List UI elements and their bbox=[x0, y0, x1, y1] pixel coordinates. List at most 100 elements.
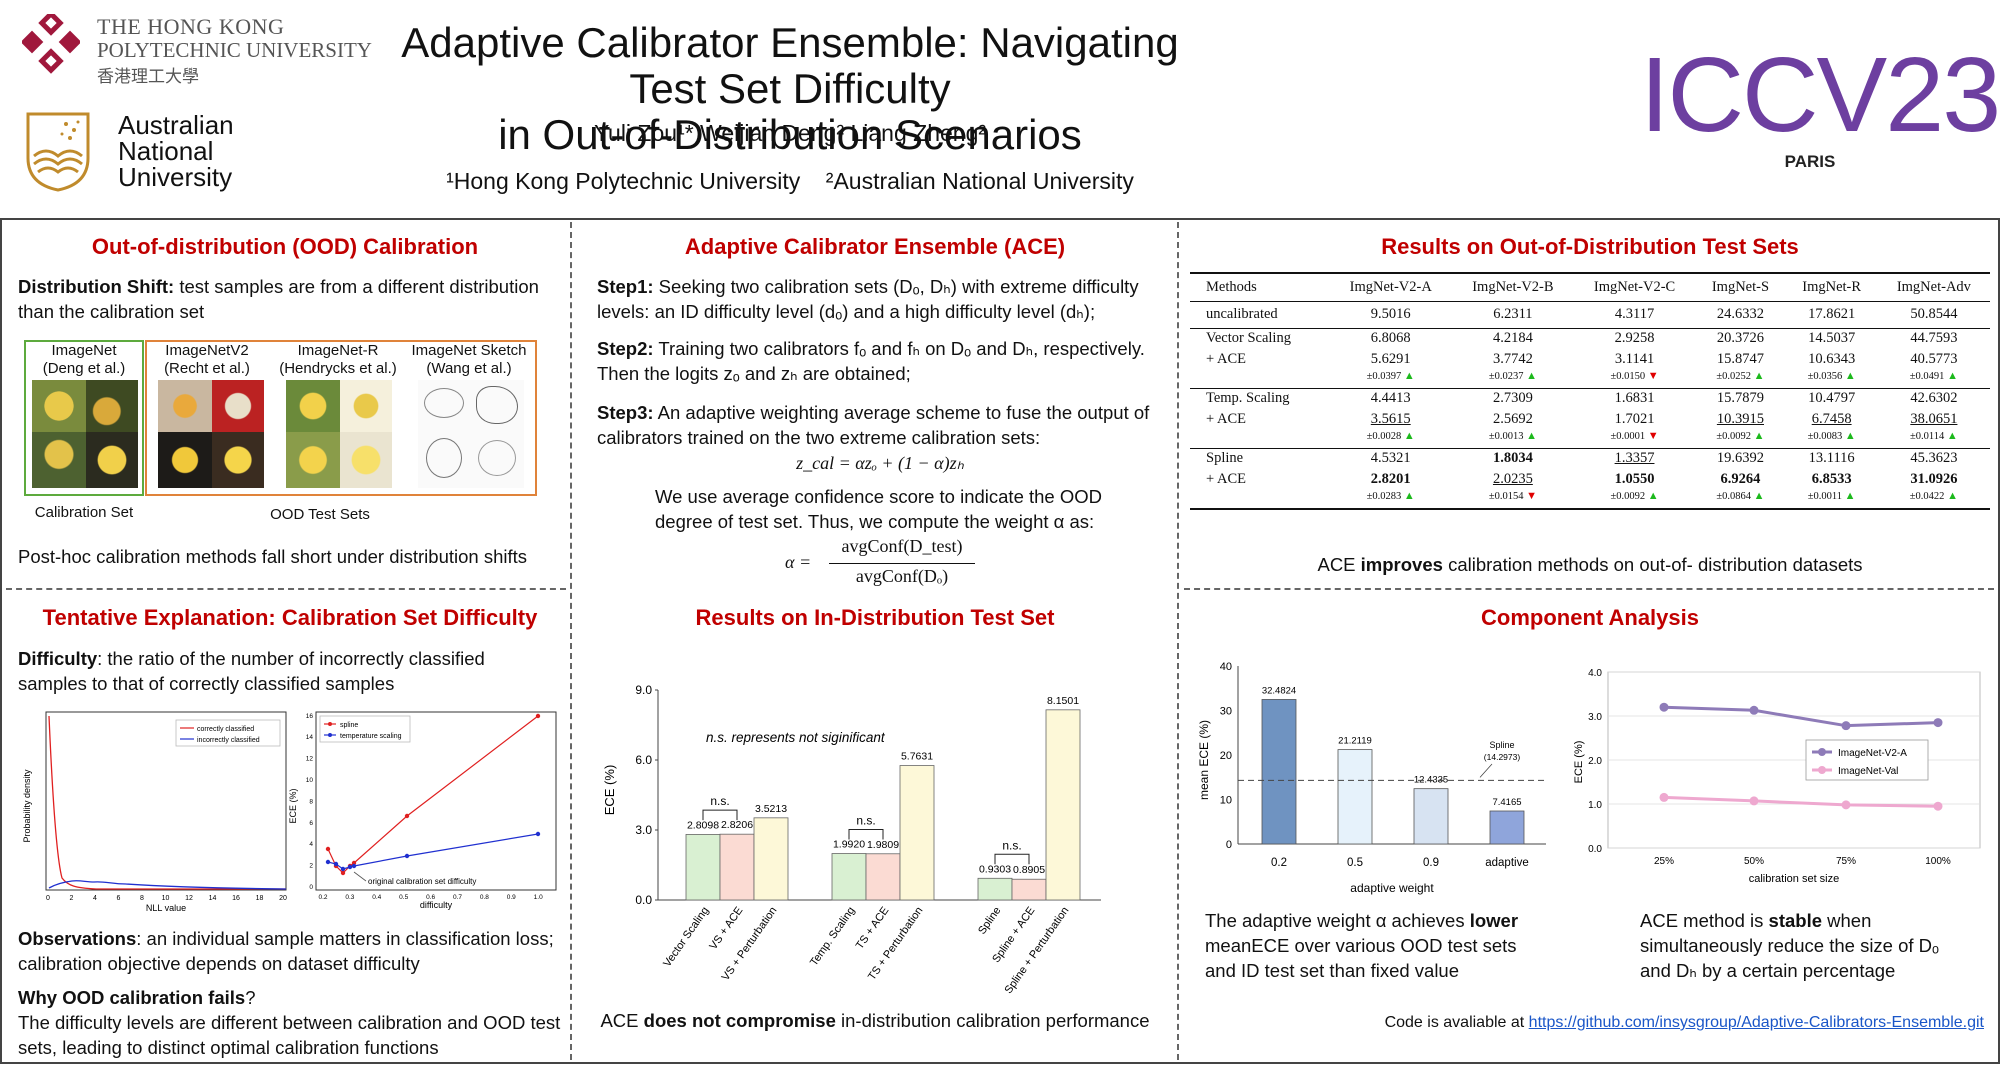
component-right-text: ACE method is stable when simultaneously… bbox=[1640, 908, 1960, 983]
imagenet-label: ImageNet (Deng et al.) bbox=[42, 342, 126, 377]
table-cell: 1.8034 bbox=[1492, 450, 1533, 467]
triangle-down-icon: ▼ bbox=[1647, 430, 1659, 442]
table-cell: ImgNet-Adv bbox=[1896, 278, 1971, 295]
ece-xtick: 0.5 bbox=[399, 894, 408, 901]
table-cell: ±0.0283 ▲ bbox=[1366, 490, 1415, 502]
id-results-summary: ACE does not compromise in-distribution … bbox=[580, 1010, 1170, 1032]
size-series-point bbox=[1841, 800, 1851, 810]
id-bar-label: 8.1501 bbox=[1047, 695, 1079, 707]
ca-left-bold: lower bbox=[1469, 910, 1519, 931]
table-cell: ImgNet-V2-B bbox=[1472, 278, 1554, 295]
table-cell: 17.8621 bbox=[1808, 306, 1856, 322]
table-cell bbox=[1190, 370, 1329, 388]
table-cell: 5.6291 bbox=[1370, 351, 1411, 367]
table-row: + ACE 2.8201 2.0235 1.0550 6.9264 6.8533 31.09… bbox=[1190, 469, 1990, 490]
table-cell: 3.1141 bbox=[1614, 351, 1655, 367]
size-chart-ylabel: ECE (%) bbox=[1573, 741, 1585, 784]
triangle-up-icon: ▲ bbox=[1753, 370, 1765, 382]
id-chart-ytick: 0.0 bbox=[635, 893, 652, 907]
ood-sets-box bbox=[145, 340, 537, 496]
table-cell: + ACE bbox=[1206, 471, 1247, 487]
nll-xtick: 6 bbox=[117, 895, 121, 902]
weight-xtick: 0.2 bbox=[1271, 857, 1287, 869]
triangle-up-icon: ▲ bbox=[1844, 430, 1856, 442]
github-link[interactable]: https://github.com/insysgroup/Adaptive-C… bbox=[1528, 1014, 1984, 1031]
ece-plot-axes bbox=[315, 711, 557, 891]
table-cell bbox=[1190, 490, 1329, 508]
table-cell: 24.6332 bbox=[1716, 306, 1764, 322]
imagenetv2-label: ImageNetV2 (Recht et al.) bbox=[164, 342, 250, 377]
triangle-up-icon: ▲ bbox=[1844, 490, 1856, 502]
nll-xtick: 8 bbox=[140, 895, 144, 902]
eq-alpha-den: avgConf(Dₒ) bbox=[855, 566, 949, 586]
authors: Yuli Zou¹* Weijian Deng² Liang Zheng² bbox=[593, 120, 987, 146]
ece-ytick: 0 bbox=[309, 884, 313, 891]
step2-text: Step2: Training two calibrators fₒ and f… bbox=[597, 336, 1177, 386]
polyu-name-cn: 香港理工大學 bbox=[97, 67, 199, 86]
weight-chart-ytick: 10 bbox=[1220, 795, 1232, 807]
size-chart-ytick: 2.0 bbox=[1588, 756, 1602, 767]
distribution-shift-body: test samples are from a different distri… bbox=[18, 276, 539, 322]
divider-col1 bbox=[6, 588, 566, 590]
id-bar bbox=[1045, 709, 1081, 901]
observations-body: : an individual sample matters in classi… bbox=[18, 928, 554, 974]
ood-summary-pre: ACE bbox=[1317, 554, 1361, 575]
nll-density-plot: Probability density correctly classified… bbox=[22, 711, 287, 913]
table-cell: 45.3623 bbox=[1910, 450, 1958, 467]
spline-reference-value: (14.2973) bbox=[1484, 752, 1521, 762]
ood-summary-bold: improves bbox=[1360, 554, 1443, 575]
table-cell: ±0.0083 ▲ bbox=[1807, 430, 1856, 442]
imagenet-r-label: ImageNet-R (Hendrycks et al.) bbox=[279, 342, 397, 377]
table-cell: 6.8533 bbox=[1811, 471, 1852, 487]
id-chart-ylabel: ECE (%) bbox=[602, 765, 617, 816]
id-bar bbox=[977, 877, 1013, 901]
confidence-text: We use average confidence score to indic… bbox=[655, 486, 1102, 532]
distribution-shift-label: Distribution Shift: bbox=[18, 276, 175, 297]
table-row: Temp. Scaling 4.4413 2.7309 1.6831 15.7879 10… bbox=[1190, 388, 1990, 409]
ns-label: n.s. bbox=[856, 814, 875, 828]
triangle-up-icon: ▲ bbox=[1946, 430, 1958, 442]
ece-difficulty-plot: ECE (%) 0 2 4 6 8 10 12 14 16 0.2 0.3 0.4 0.5 0.6 0.7… bbox=[288, 711, 557, 910]
difficulty-text: Difficulty: the ratio of the number of i… bbox=[18, 646, 518, 696]
table-row: uncalibrated 9.5016 6.2311 4.3117 24.6332 17.… bbox=[1190, 301, 1990, 328]
table-row: + ACE 3.5615 2.5692 1.7021 10.3915 6.7458 38.0… bbox=[1190, 409, 1990, 430]
weight-chart-ytick: 20 bbox=[1220, 750, 1232, 762]
id-chart-ytick: 3.0 bbox=[635, 823, 652, 837]
weight-chart-ylabel: mean ECE (%) bbox=[1197, 720, 1211, 800]
table-cell: 15.8747 bbox=[1716, 351, 1764, 367]
table-cell: 10.3915 bbox=[1716, 411, 1764, 427]
weight-xtick: adaptive bbox=[1485, 857, 1528, 869]
section-ace-title: Adaptive Calibrator Ensemble (ACE) bbox=[684, 234, 1066, 259]
ece-xtick: 0.3 bbox=[345, 894, 354, 901]
id-bar bbox=[865, 853, 901, 901]
id-summary-pre: ACE bbox=[600, 1010, 644, 1031]
nll-xtick: 2 bbox=[70, 895, 74, 902]
table-cell: ±0.0252 ▲ bbox=[1716, 370, 1765, 382]
iccv-logo: ICCV23 PARIS bbox=[1640, 36, 2001, 180]
table-row: Vector Scaling 6.8068 4.2184 2.9258 20.3726 1… bbox=[1190, 328, 1990, 349]
id-bar-label: 1.9809 bbox=[867, 839, 899, 851]
ns-bracket bbox=[994, 853, 1030, 865]
section-ood-calibration-title: Out-of-distribution (OOD) Calibration bbox=[91, 234, 479, 259]
spline-reference-label: Spline bbox=[1489, 740, 1514, 750]
size-series-point bbox=[1749, 796, 1759, 806]
anu-name-line2: National bbox=[118, 136, 214, 166]
id-bar bbox=[1011, 878, 1047, 901]
id-bar-label: 2.8206 bbox=[721, 819, 753, 831]
iccv-logo-text: ICCV23 bbox=[1640, 36, 2001, 154]
distribution-shift-text: Distribution Shift: test samples are fro… bbox=[18, 274, 558, 324]
anu-logo: Australian National University bbox=[26, 112, 256, 192]
table-row: Methods ImgNet-V2-A ImgNet-V2-B ImgNet-V2-C… bbox=[1190, 274, 1990, 301]
ood-results-table-wrap: Methods ImgNet-V2-A ImgNet-V2-B ImgNet-V2-C… bbox=[1190, 272, 1990, 510]
imagenet-sketch-label: ImageNet Sketch (Wang et al.) bbox=[411, 342, 527, 377]
ece-xtick: 0.2 bbox=[318, 894, 327, 901]
polyu-name-line1: THE HONG KONG bbox=[97, 14, 285, 39]
table-cell: 10.6343 bbox=[1808, 351, 1856, 367]
step1-body: Seeking two calibration sets (Dₒ, Dₕ) wi… bbox=[597, 276, 1139, 322]
table-cell: 9.5016 bbox=[1370, 306, 1411, 322]
ece-ytick: 10 bbox=[306, 777, 314, 784]
table-cell: ±0.0011 ▲ bbox=[1807, 490, 1856, 502]
nll-xtick: 0 bbox=[46, 895, 50, 902]
table-cell: Spline bbox=[1206, 450, 1244, 467]
size-chart-legend bbox=[1805, 739, 1929, 781]
